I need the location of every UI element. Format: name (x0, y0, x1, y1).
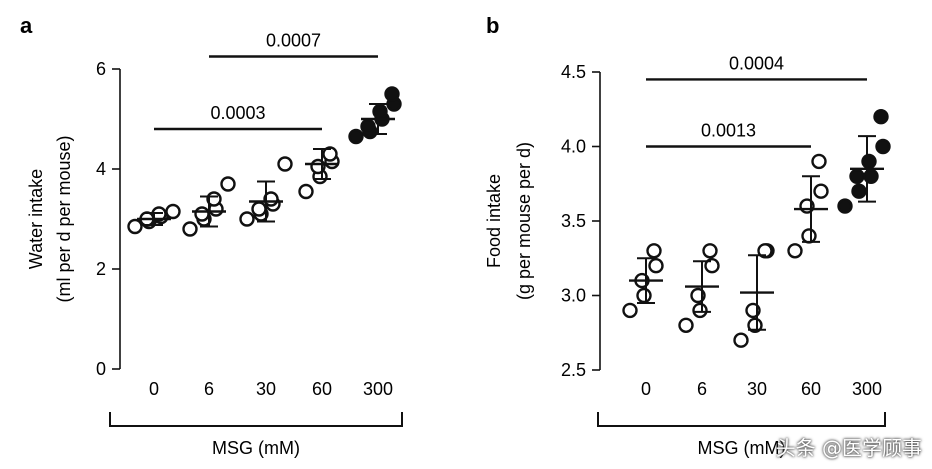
panel-a-x-tick-label: 300 (363, 379, 393, 399)
panel-a-x-tick-label: 60 (312, 379, 332, 399)
panel-b-data-point (636, 287, 652, 304)
panel-a-data-point (322, 146, 338, 162)
panel-a-data-point (194, 206, 210, 222)
panel-a-data-point (239, 211, 255, 227)
panel-b-data-point (692, 302, 708, 319)
panel-b-y-axis-title: Food intake (484, 174, 504, 268)
panel-a-data-point (384, 86, 400, 102)
panel-b-y-axis-subtitle: (g per mouse per d) (514, 142, 534, 300)
panel-a-data-point (277, 156, 293, 172)
panel-b-data-point (702, 243, 718, 259)
panel-b-data-point (733, 332, 749, 348)
panel-b-x-tick-label: 0 (641, 379, 651, 399)
panel-b-data-point (678, 317, 694, 333)
panel-b-p-value-label: 0.0004 (729, 53, 784, 73)
panel-b-x-axis-bracket (597, 412, 886, 427)
panel-a-data-point (298, 183, 314, 200)
panel-b-y-tick-label: 4.0 (561, 137, 586, 157)
panel-b-x-tick-label: 300 (852, 379, 882, 399)
panel-b-data-point (849, 168, 865, 185)
panel-b-data-point (875, 138, 891, 155)
panel-b-data-point (873, 108, 889, 125)
panel-a-y-tick-label: 6 (96, 59, 106, 79)
panel-a-x-tick-label: 30 (256, 379, 276, 399)
panel-b-data-point (813, 183, 829, 199)
panel-b-x-tick-label: 60 (801, 379, 821, 399)
panel-b-x-axis-title: MSG (mM) (698, 438, 786, 458)
panel-b-p-value-label: 0.0013 (701, 121, 756, 141)
panel-a-data-point (372, 103, 388, 120)
panel-b-data-point (704, 258, 720, 274)
panel-a-p-value-label: 0.0007 (266, 31, 321, 51)
panel-a-y-tick-label: 2 (96, 259, 106, 279)
panel-b-data-point (851, 183, 867, 199)
panel-b-data-point (648, 258, 664, 274)
panel-b-data-point (861, 153, 877, 170)
panel-a-data-point (348, 128, 364, 145)
panel-b-y-tick-label: 4.5 (561, 62, 586, 82)
panel-a-data-point (360, 118, 376, 135)
panel-a-data-point (220, 176, 236, 192)
panel-a-y-axis-title: Water intake (26, 169, 46, 269)
panel-b-y-tick-label: 3.0 (561, 286, 586, 306)
panel-a-x-axis-title: MSG (mM) (212, 438, 300, 458)
panel-a-p-value-label: 0.0003 (210, 103, 265, 123)
panel-b-y-tick-label: 3.5 (561, 211, 586, 231)
panel-a-y-tick-label: 0 (96, 359, 106, 379)
watermark-text: 头条 @医学顾事 (775, 436, 922, 460)
panel-b-data-point (811, 153, 827, 170)
panel-b-data-point (837, 198, 853, 214)
panel-a-data-point (165, 203, 181, 220)
panel-b-data-point (747, 317, 763, 333)
panel-a-y-tick-label: 4 (96, 159, 106, 179)
panel-b-x-tick-label: 30 (747, 379, 767, 399)
panel-a-label: a (20, 13, 33, 38)
panel-b-data-point (646, 243, 662, 259)
panel-b-data-point (757, 243, 773, 259)
panel-b-data-point (787, 243, 803, 259)
panel-a-data-point (182, 221, 198, 237)
panel-b-y-tick-label: 2.5 (561, 360, 586, 380)
panel-a-x-tick-label: 6 (204, 379, 214, 399)
panel-a-data-point (127, 218, 143, 235)
panel-a-data-point (251, 201, 267, 217)
panel-b-data-point (622, 302, 638, 319)
panel-b-data-point (801, 228, 817, 244)
panel-b-label: b (486, 13, 499, 38)
panel-a-y-axis-subtitle: (ml per d per mouse) (54, 135, 74, 302)
panel-b-x-tick-label: 6 (697, 379, 707, 399)
panel-a-x-tick-label: 0 (149, 379, 159, 399)
panel-a-x-axis-bracket (109, 412, 403, 427)
